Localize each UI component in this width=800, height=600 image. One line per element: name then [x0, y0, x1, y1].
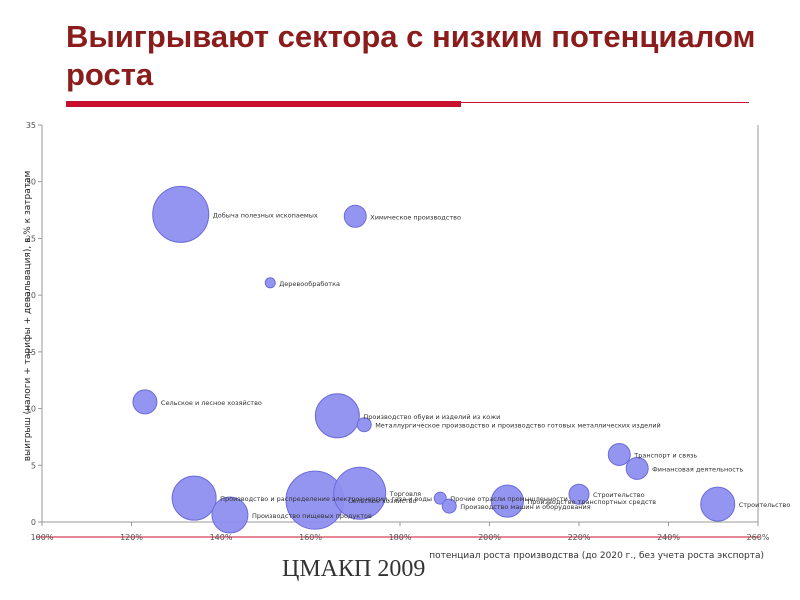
y-axis-title: выигрыш (налоги + тарифы + девальвация),… [23, 170, 33, 462]
bubble-label: Сельское и лесное хозяйство [161, 399, 262, 407]
bubble-label: Транспорт и связь [633, 452, 697, 460]
y-tick-label: 5 [31, 461, 36, 470]
bubble-label: Сельское хозяйство [348, 497, 417, 505]
bubble-label: Металлургическое производство и производ… [375, 422, 661, 430]
x-tick-label: 260% [747, 533, 770, 542]
bubble-point [356, 417, 372, 433]
plot-area [36, 125, 760, 538]
x-tick-label: 240% [657, 533, 680, 542]
bubble-label: Добыча полезных ископаемых [213, 211, 318, 219]
bubble-label-group: Добыча полезных ископаемых Химическое про… [161, 211, 790, 520]
bubble-label: Финансовая деятельность [652, 465, 743, 473]
bubble-label: Деревообработка [279, 280, 340, 288]
bubble-point [152, 185, 210, 243]
y-tick-label: 35 [26, 121, 36, 130]
x-tick-label: 120% [120, 533, 143, 542]
x-axis-title: потенциал роста производства (до 2020 г.… [429, 551, 764, 561]
title-underline [461, 102, 749, 103]
bubble-label: Производство и распределение электроэнер… [220, 495, 432, 503]
bubble-point [314, 393, 360, 439]
bubble-point [433, 491, 447, 505]
bubble-label: Производство обуви и изделий из кожи [363, 413, 500, 421]
bubble-point [132, 389, 158, 415]
bubble-label: Производство машин и оборудования [460, 503, 591, 511]
bubble-label: Строительство [739, 501, 791, 509]
bubble-label: Строительство [593, 491, 645, 499]
bubble-point [264, 277, 276, 289]
bubble-point [343, 204, 367, 228]
y-tick-label: 15 [26, 348, 36, 357]
y-tick-label: 10 [26, 405, 36, 414]
x-tick-label: 180% [389, 533, 412, 542]
slide-title: Выигрывают сектора с низким потенциалом … [66, 19, 756, 92]
footer-caption: ЦМАКП 2009 [282, 556, 426, 582]
y-tick-label: 0 [31, 518, 36, 527]
bubble-point [211, 496, 249, 534]
bubble-point [625, 456, 649, 480]
bubble-point [700, 486, 736, 522]
title-accent-bar [66, 101, 461, 107]
bubble-point [490, 484, 524, 518]
x-tick-label: 100% [31, 533, 54, 542]
y-tick-label: 25 [26, 234, 36, 243]
bubble-label: Прочие отрасли промышленности [450, 495, 568, 503]
bubble-point [607, 443, 631, 467]
bubble-point [441, 498, 457, 514]
bubble-label: Производство пищевых продуктов [252, 512, 372, 520]
x-tick-label: 220% [568, 533, 591, 542]
bubble-point [171, 475, 217, 521]
bubble-group [132, 185, 736, 534]
bubble-label: Торговля [389, 490, 421, 498]
y-tick-group: 0 5 10 15 20 25 30 35 [26, 121, 42, 527]
bubble-point [333, 466, 387, 520]
y-tick-label: 20 [26, 291, 36, 300]
bubble-chart: 0 5 10 15 20 25 30 35 100% 120% 140% 160% 180% 200% 2… [26, 121, 791, 542]
x-tick-label: 140% [210, 533, 233, 542]
x-tick-label: 160% [299, 533, 322, 542]
y-tick-label: 30 [26, 178, 36, 187]
bubble-label: Производство транспортных средств [527, 498, 656, 506]
x-tick-label: 200% [478, 533, 501, 542]
bubble-point [568, 483, 590, 505]
bubble-label: Химическое производство [370, 213, 461, 221]
x-tick-group: 100% 120% 140% 160% 180% 200% 220% 240% 260% [31, 522, 770, 542]
